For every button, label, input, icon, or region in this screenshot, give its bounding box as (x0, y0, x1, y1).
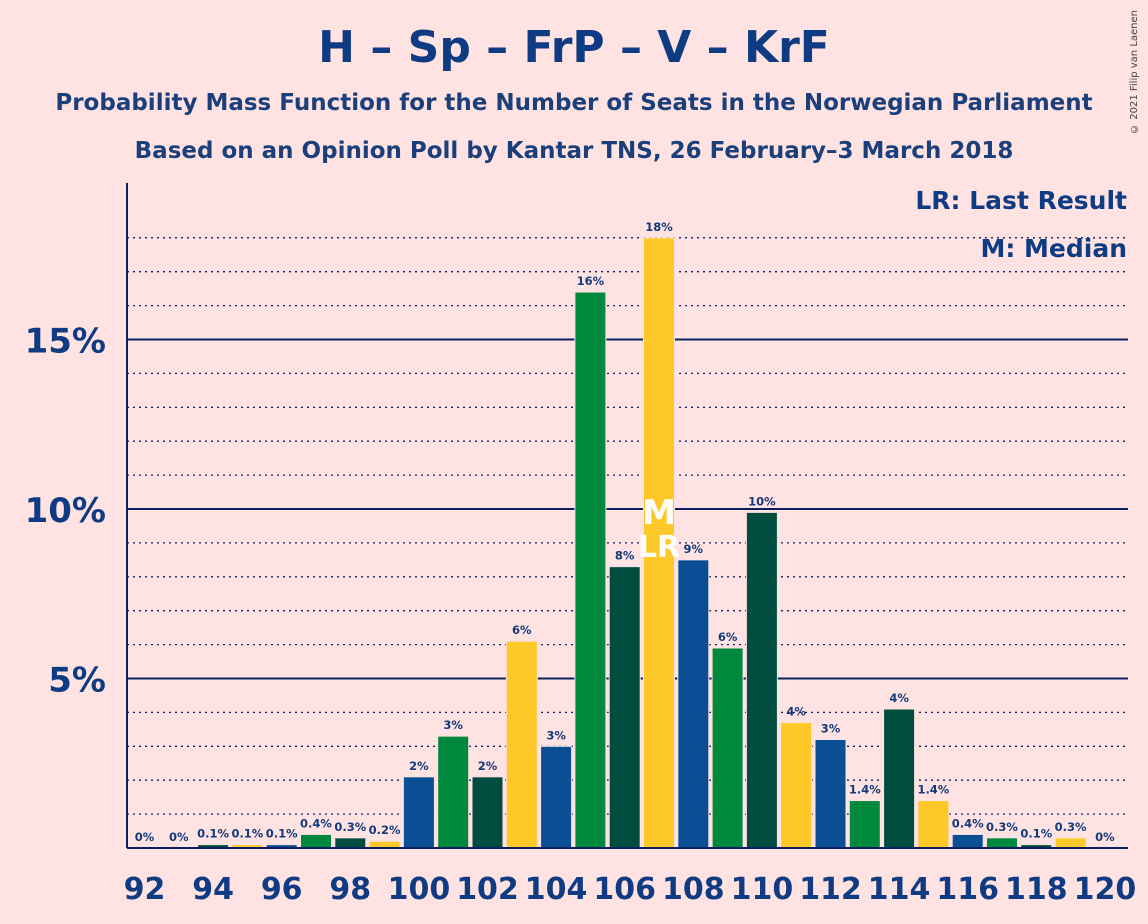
bar-value-label: 0.1% (266, 827, 298, 841)
bar (334, 837, 367, 849)
bar (540, 745, 573, 849)
bar-value-label: 0% (169, 830, 189, 844)
bar (814, 739, 847, 849)
bar-value-labels: 0% 0% 0.1% 0.1% 0.1%0.4% 0.3% 0.2%2%3%2%6%3%16… (135, 220, 1115, 844)
bar (745, 511, 778, 849)
x-tick-label: 100 (388, 872, 451, 907)
bar-value-label: 4% (889, 691, 909, 705)
bar-value-label: 0% (135, 830, 155, 844)
bar-value-label: 1.4% (917, 783, 949, 797)
x-tick-label: 116 (936, 872, 999, 907)
bar (574, 291, 607, 849)
bar-value-label: 0.1% (1020, 827, 1052, 841)
x-tick-label: 112 (799, 872, 862, 907)
bar-value-label: 0.1% (231, 827, 263, 841)
x-tick-label: 106 (593, 872, 656, 907)
bar (986, 837, 1018, 849)
bar-value-label: 3% (546, 728, 566, 742)
x-tick-label: 94 (192, 872, 234, 907)
x-tick-label: 118 (1005, 872, 1068, 907)
x-tick-label: 102 (456, 872, 519, 907)
chart-subtitle: Probability Mass Function for the Number… (55, 90, 1093, 116)
chart-title: H – Sp – FrP – V – KrF (318, 22, 830, 73)
bar (505, 640, 538, 849)
legend-last-result: LR: Last Result (915, 186, 1127, 215)
grid-lines (127, 237, 1128, 815)
x-tick-label: 108 (662, 872, 725, 907)
bar-value-label: 0.3% (334, 820, 366, 834)
bar-value-label: 0.2% (369, 823, 401, 837)
bar-value-label: 2% (409, 759, 429, 773)
bar (711, 647, 744, 849)
x-tick-label: 110 (731, 872, 794, 907)
median-marker: M (642, 493, 676, 533)
bar (848, 800, 881, 849)
bar-value-label: 0.4% (952, 816, 984, 830)
bar (917, 800, 950, 849)
bar (643, 237, 675, 849)
bar-value-label: 1.4% (849, 783, 881, 797)
bar-value-label: 3% (821, 722, 841, 736)
x-tick-label: 114 (868, 872, 931, 907)
x-tick-label: 120 (1074, 872, 1137, 907)
chart-subtitle-source: Based on an Opinion Poll by Kantar TNS, … (134, 138, 1014, 164)
bar-value-label: 0.3% (1055, 820, 1087, 834)
bar-value-label: 18% (645, 220, 673, 234)
bar-value-label: 6% (718, 630, 738, 644)
x-tick-label: 92 (124, 872, 166, 907)
y-tick-label: 15% (25, 322, 106, 362)
bar-value-label: 4% (786, 705, 806, 719)
bar-value-label: 9% (684, 542, 704, 556)
bar (368, 840, 401, 849)
bar (300, 833, 332, 849)
y-tick-labels: 5% 10% 15% (25, 322, 106, 701)
bar (883, 708, 916, 849)
bar (951, 833, 984, 849)
bar (437, 735, 470, 849)
x-tick-label: 98 (329, 872, 371, 907)
y-tick-label: 10% (25, 491, 106, 531)
legend-median: M: Median (980, 234, 1127, 263)
median-last-result-markers: MLR (638, 493, 680, 565)
x-tick-label: 104 (525, 872, 588, 907)
bar-value-label: 10% (748, 494, 776, 508)
bar (677, 559, 710, 849)
x-tick-labels: 92 94 96 98 100 102 104 106 108 110 112 114 116 118 12… (124, 872, 1137, 907)
x-tick-label: 96 (261, 872, 303, 907)
bar-value-label: 2% (478, 759, 498, 773)
bar-value-label: 6% (512, 623, 532, 637)
bar-value-label: 0.4% (300, 816, 332, 830)
bar-value-label: 3% (443, 718, 463, 732)
bar (1054, 837, 1087, 849)
y-tick-label: 5% (48, 661, 106, 701)
bar-value-label: 0% (1095, 830, 1115, 844)
bar-value-label: 0.3% (986, 820, 1018, 834)
bar (402, 776, 435, 849)
bar-value-label: 8% (615, 549, 635, 563)
bar (780, 722, 813, 849)
bar (471, 776, 504, 849)
bar-value-label: 0.1% (197, 827, 229, 841)
last-result-marker: LR (638, 530, 680, 565)
bars (197, 237, 1087, 849)
bar (608, 566, 641, 849)
bar-value-label: 16% (577, 274, 605, 288)
